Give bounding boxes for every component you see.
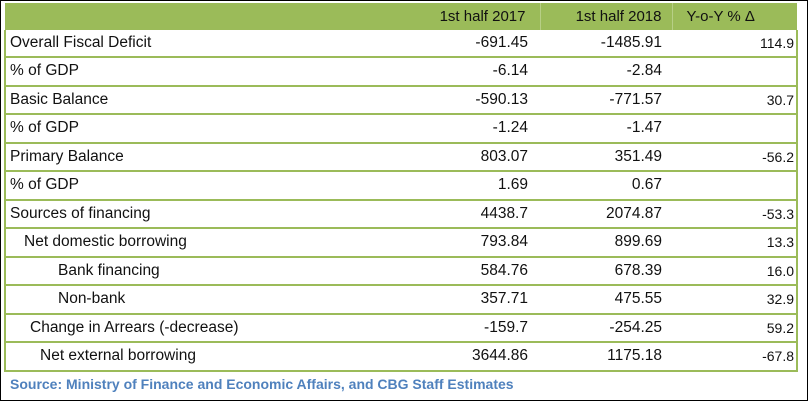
value-2018: -1485.91 <box>540 29 672 58</box>
table-row: Overall Fiscal Deficit -691.45 -1485.91 114… <box>5 29 797 58</box>
value-yoy: -56.2 <box>672 142 797 172</box>
row-label: % of GDP <box>5 171 394 201</box>
value-2017: 793.84 <box>394 228 540 258</box>
row-label: % of GDP <box>5 114 394 144</box>
header-row: 1st half 2017 1st half 2018 Y-o-Y % Δ <box>5 3 797 30</box>
table-row: Sources of financing 4438.7 2074.87 -53.3 <box>5 199 797 229</box>
value-2017: 357.71 <box>394 285 540 315</box>
value-2017: 4438.7 <box>394 199 540 229</box>
value-2018: 1175.18 <box>540 342 672 372</box>
value-2017: 803.07 <box>394 142 540 172</box>
value-yoy: -53.3 <box>672 199 797 229</box>
header-label <box>5 3 394 30</box>
row-label: Sources of financing <box>5 199 394 229</box>
table-row: % of GDP 1.69 0.67 <box>5 171 797 201</box>
value-yoy <box>672 57 797 87</box>
value-yoy: 16.0 <box>672 256 797 286</box>
value-yoy: 32.9 <box>672 285 797 315</box>
value-2017: 1.69 <box>394 171 540 201</box>
value-yoy <box>672 171 797 201</box>
value-yoy: 114.9 <box>672 29 797 58</box>
row-label: Net external borrowing <box>5 342 394 372</box>
table-row: Bank financing 584.76 678.39 16.0 <box>5 256 797 286</box>
table-row: Non-bank 357.71 475.55 32.9 <box>5 285 797 315</box>
table-row: % of GDP -1.24 -1.47 <box>5 114 797 144</box>
table-row: Primary Balance 803.07 351.49 -56.2 <box>5 142 797 172</box>
value-2017: -159.7 <box>394 313 540 343</box>
value-2018: 2074.87 <box>540 199 672 229</box>
header-2017: 1st half 2017 <box>394 3 541 30</box>
value-2017: -590.13 <box>394 85 540 115</box>
row-label: Overall Fiscal Deficit <box>5 29 394 58</box>
value-2018: 899.69 <box>540 228 672 258</box>
value-2017: 3644.86 <box>394 342 540 372</box>
row-label: % of GDP <box>5 57 394 87</box>
value-2018: 0.67 <box>540 171 672 201</box>
row-label: Primary Balance <box>5 142 394 172</box>
header-yoy: Y-o-Y % Δ <box>672 3 797 30</box>
table-row: Net domestic borrowing 793.84 899.69 13.3 <box>5 228 797 258</box>
source-note: Source: Ministry of Finance and Economic… <box>10 376 514 392</box>
value-2018: -2.84 <box>540 57 672 87</box>
value-yoy <box>672 114 797 144</box>
value-2017: -691.45 <box>394 29 540 58</box>
value-2018: 351.49 <box>540 142 672 172</box>
value-2018: -1.47 <box>540 114 672 144</box>
value-2018: 475.55 <box>540 285 672 315</box>
row-label: Net domestic borrowing <box>5 228 394 258</box>
row-label: Basic Balance <box>5 85 394 115</box>
value-2017: -6.14 <box>394 57 540 87</box>
value-yoy: 59.2 <box>672 313 797 343</box>
table-row: Change in Arrears (-decrease) -159.7 -254.… <box>5 313 797 343</box>
row-label: Change in Arrears (-decrease) <box>5 313 394 343</box>
value-2018: 678.39 <box>540 256 672 286</box>
fiscal-table: 1st half 2017 1st half 2018 Y-o-Y % Δ Ov… <box>4 3 798 372</box>
value-2018: -254.25 <box>540 313 672 343</box>
value-yoy: -67.8 <box>672 342 797 372</box>
value-yoy: 13.3 <box>672 228 797 258</box>
header-2018: 1st half 2018 <box>540 3 673 30</box>
row-label: Bank financing <box>5 256 394 286</box>
table-row: Basic Balance -590.13 -771.57 30.7 <box>5 85 797 115</box>
value-2017: 584.76 <box>394 256 540 286</box>
row-label: Non-bank <box>5 285 394 315</box>
value-yoy: 30.7 <box>672 85 797 115</box>
table-row: Net external borrowing 3644.86 1175.18 -67.… <box>5 342 797 372</box>
table-row: % of GDP -6.14 -2.84 <box>5 57 797 87</box>
value-2018: -771.57 <box>540 85 672 115</box>
value-2017: -1.24 <box>394 114 540 144</box>
